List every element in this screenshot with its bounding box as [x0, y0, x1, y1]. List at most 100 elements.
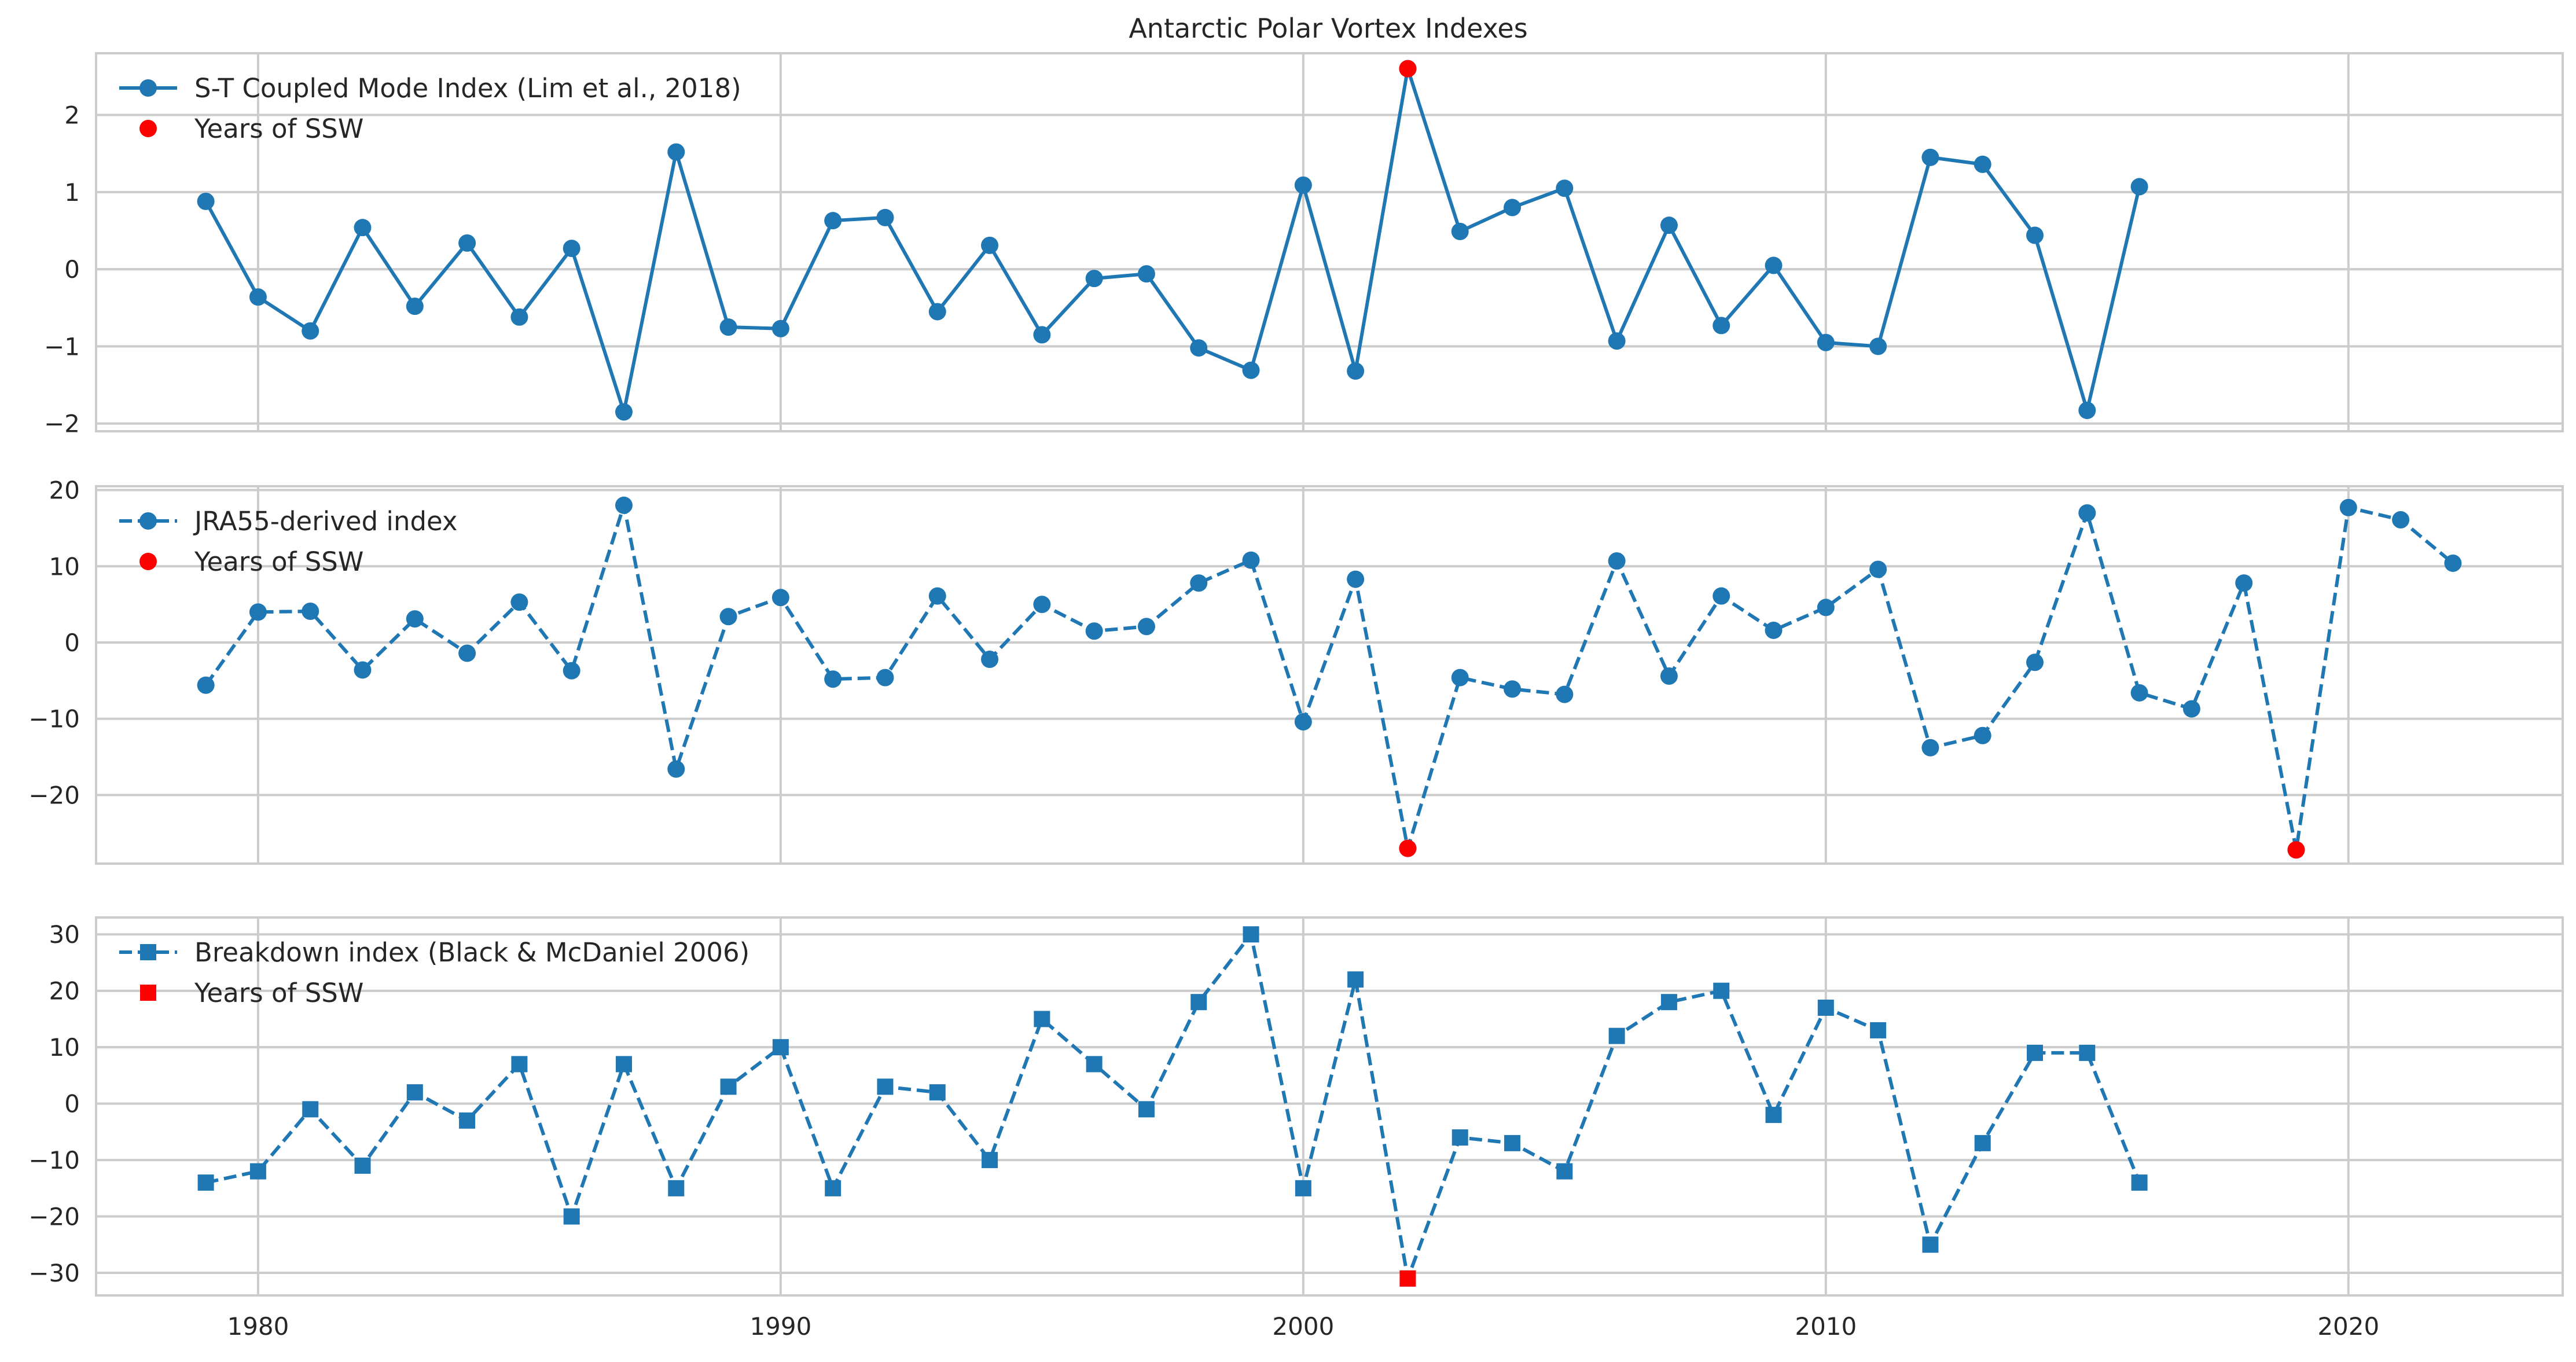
y-tick-label: 30: [49, 920, 80, 949]
data-point: [2026, 654, 2044, 671]
data-point: [877, 1078, 894, 1095]
data-point: [1921, 148, 1939, 166]
data-point: [1765, 256, 1783, 274]
data-point: [1869, 560, 1887, 578]
y-tick-label: 2: [64, 101, 80, 130]
data-point: [2026, 226, 2044, 244]
data-point: [1451, 222, 1469, 240]
data-point: [1921, 739, 1939, 757]
data-point: [1504, 1135, 1521, 1151]
legend-label: Years of SSW: [194, 978, 363, 1008]
data-point: [1556, 1163, 1573, 1180]
data-point: [2235, 574, 2253, 592]
x-tick-label: 2010: [1795, 1312, 1857, 1341]
panel-1: −2 −1 0 1 2 S-T Coupled Mode Index (Lim et al…: [44, 52, 2564, 438]
data-point: [2339, 498, 2357, 516]
series-line: [205, 933, 2141, 1280]
data-point: [1974, 1135, 1991, 1151]
x-tick-label: 2020: [2317, 1312, 2379, 1341]
y-tick-label: −20: [28, 781, 80, 809]
data-point: [1660, 667, 1678, 685]
data-point: [354, 219, 372, 237]
legend-marker: [139, 79, 157, 97]
panel-3: −30 −20 −10 0 10 20 30 1980 1990 2000 2010 2020 Brea…: [28, 916, 2564, 1341]
legend-item: JRA55-derived index: [119, 506, 458, 537]
series-line: [204, 67, 2141, 414]
data-point: [1242, 551, 1260, 569]
data-point: [1034, 1011, 1050, 1027]
data-point: [1295, 1180, 1311, 1196]
data-point: [459, 1112, 476, 1129]
data-point: [1817, 599, 1835, 616]
data-point: [928, 587, 946, 605]
data-point: [1086, 1056, 1103, 1073]
series-ssw-years: [1399, 1270, 1416, 1287]
data-point: [981, 650, 999, 668]
data-point: [1608, 332, 1626, 350]
data-point: [302, 603, 319, 621]
data-point: [1243, 926, 1259, 943]
data-point: [1765, 1107, 1782, 1124]
data-point: [1399, 1270, 1416, 1287]
data-point: [1190, 574, 1208, 592]
series-index: [197, 496, 2462, 859]
data-point: [2392, 511, 2410, 528]
data-point: [720, 1078, 737, 1095]
series-index: [197, 60, 2148, 421]
data-point: [2130, 684, 2148, 702]
data-point: [1608, 1027, 1625, 1044]
legend-item: S-T Coupled Mode Index (Lim et al., 2018…: [119, 73, 741, 104]
data-point: [1190, 339, 1208, 357]
axes-frame: [95, 52, 2564, 432]
data-point: [1033, 326, 1051, 344]
legend-marker: [139, 120, 157, 137]
legend-label: Breakdown index (Black & McDaniel 2006): [194, 937, 749, 968]
x-tick-label: 1990: [749, 1312, 811, 1341]
y-tick-label: −1: [44, 332, 80, 361]
data-point: [458, 644, 476, 662]
data-point: [302, 322, 319, 340]
data-point: [197, 192, 215, 210]
y-tick-label: 20: [49, 977, 80, 1005]
data-point: [1347, 362, 1365, 380]
x-tick-label: 2000: [1272, 1312, 1334, 1341]
data-point: [825, 1180, 841, 1196]
data-point: [1347, 570, 1365, 588]
axes-frame: [95, 916, 2564, 1297]
data-point: [981, 236, 999, 254]
data-point: [2130, 178, 2148, 196]
data-point: [1399, 839, 1417, 857]
data-point: [1085, 270, 1103, 288]
data-point: [1137, 265, 1155, 283]
data-point: [1765, 621, 1783, 639]
data-point: [668, 1180, 685, 1196]
data-point: [1713, 317, 1730, 335]
data-point: [511, 1056, 528, 1073]
data-point: [563, 1208, 580, 1225]
data-point: [406, 610, 424, 628]
data-point: [249, 1163, 266, 1180]
data-point: [615, 1056, 632, 1073]
data-point: [876, 208, 894, 226]
data-point: [771, 589, 789, 607]
data-point: [1713, 587, 1730, 605]
data-point: [249, 603, 267, 621]
legend-label: S-T Coupled Mode Index (Lim et al., 2018…: [194, 73, 741, 104]
data-point: [510, 593, 528, 611]
data-point: [302, 1101, 319, 1118]
data-point: [249, 288, 267, 306]
data-point: [772, 1039, 789, 1056]
data-point: [406, 1084, 423, 1101]
data-point: [1451, 669, 1469, 686]
data-point: [1242, 361, 1260, 379]
data-point: [2287, 841, 2305, 859]
series-ssw-years: [1399, 60, 1417, 78]
data-point: [615, 403, 633, 421]
data-point: [1399, 60, 1417, 78]
data-point: [771, 320, 789, 337]
legend: JRA55-derived index Years of SSW: [119, 506, 458, 577]
data-point: [1817, 333, 1835, 351]
series-index: [197, 926, 2148, 1287]
legend: Breakdown index (Black & McDaniel 2006) Y…: [119, 937, 749, 1008]
